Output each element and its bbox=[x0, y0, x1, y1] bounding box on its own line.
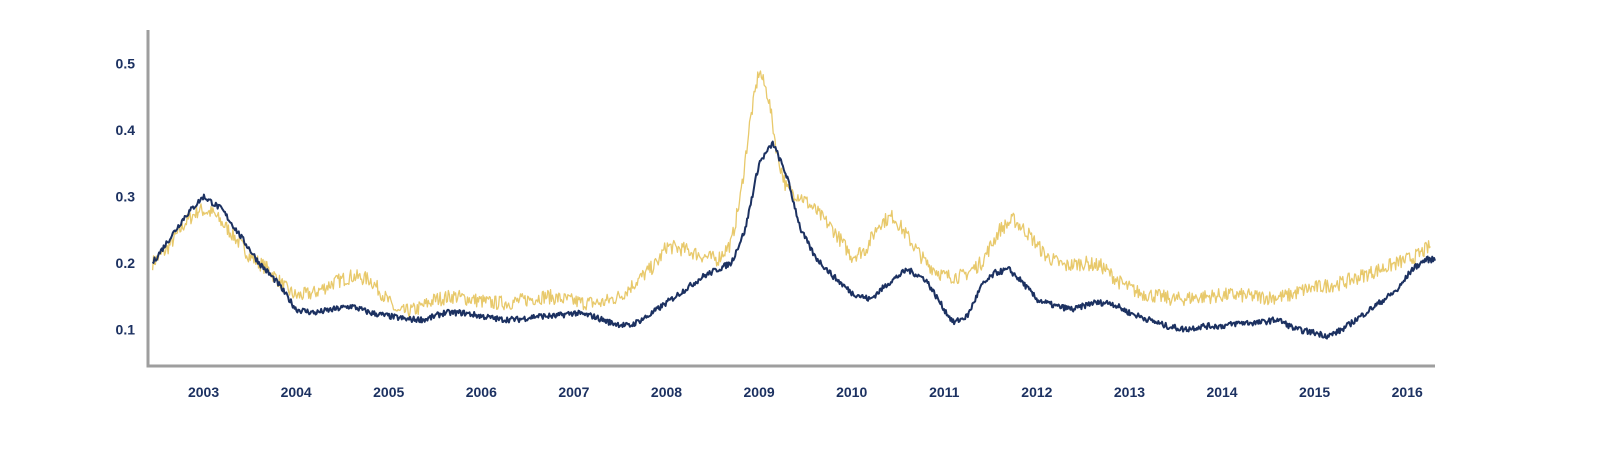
y-tick-label: 0.5 bbox=[116, 55, 136, 71]
x-tick-label: 2004 bbox=[281, 384, 312, 400]
x-tick-labels: 2003 2004 2005 2006 2007 2008 2009 2010 2011 2012… bbox=[188, 384, 1423, 400]
y-tick-label: 0.4 bbox=[116, 122, 136, 138]
y-tick-label: 0.3 bbox=[116, 188, 136, 204]
x-tick-label: 2013 bbox=[1114, 384, 1145, 400]
x-tick-label: 2010 bbox=[836, 384, 867, 400]
x-tick-label: 2016 bbox=[1392, 384, 1423, 400]
y-tick-label: 0.1 bbox=[116, 321, 136, 337]
x-tick-label: 2009 bbox=[744, 384, 775, 400]
y-tick-label: 0.2 bbox=[116, 255, 136, 271]
x-tick-label: 2015 bbox=[1299, 384, 1330, 400]
series-layer bbox=[151, 70, 1436, 340]
x-tick-label: 2008 bbox=[651, 384, 682, 400]
x-tick-label: 2014 bbox=[1206, 384, 1237, 400]
x-tick-label: 2007 bbox=[558, 384, 589, 400]
x-tick-label: 2011 bbox=[929, 384, 960, 400]
series-line-2 bbox=[151, 140, 1436, 340]
x-tick-label: 2006 bbox=[466, 384, 497, 400]
x-tick-label: 2003 bbox=[188, 384, 219, 400]
x-tick-label: 2012 bbox=[1021, 384, 1052, 400]
x-tick-label: 2005 bbox=[373, 384, 404, 400]
y-tick-labels: 0.1 0.2 0.3 0.4 0.5 bbox=[116, 55, 136, 337]
